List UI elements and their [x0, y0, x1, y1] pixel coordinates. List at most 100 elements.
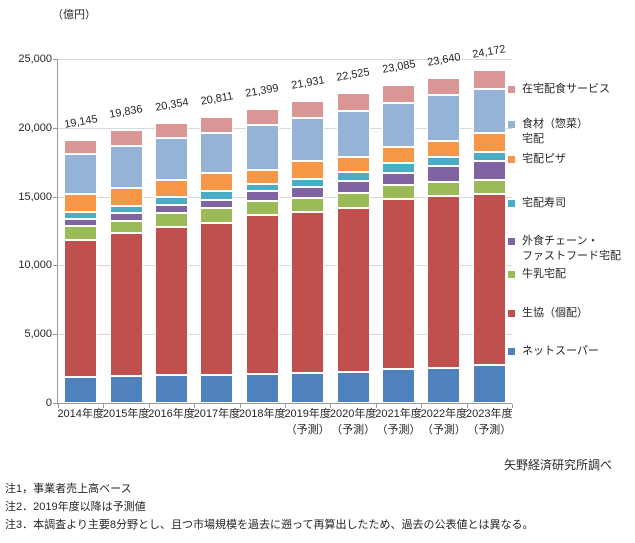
- bar-segment-s8-2023年度: [472, 70, 506, 90]
- x-axis-category-label: 2020年度: [329, 408, 377, 420]
- bar-segment-s7-2018年度: [245, 124, 279, 170]
- bar-segment-s6-2021年度: [382, 147, 415, 163]
- bar-segment-s3-2019年度: [291, 198, 325, 213]
- bar-segment-s7-2021年度: [382, 102, 415, 148]
- bar-segment-s3-2022年度: [427, 181, 461, 197]
- bar-segment-s3-2021年度: [382, 185, 415, 200]
- x-axis-forecast-label: （予測）: [421, 424, 466, 436]
- legend-swatch: [508, 348, 515, 355]
- bar-segment-s6-2014年度: [64, 194, 98, 212]
- legend-item-2: 食材（惣菜） 宅配: [505, 117, 588, 147]
- legend-swatch: [508, 310, 515, 317]
- legend-item-6: 牛乳宅配: [505, 267, 566, 282]
- bar-segment-s5-2014年度: [64, 211, 98, 220]
- y-axis-label: 0: [45, 397, 52, 409]
- x-axis-tick: [239, 404, 241, 408]
- legend-label: ファストフード宅配: [522, 250, 621, 262]
- bar-segment-s1-2023年度: [472, 365, 506, 403]
- x-axis-category-label: 2022年度: [420, 408, 468, 420]
- y-axis-unit-label: （億円）: [52, 9, 96, 21]
- bar-segment-s3-2023年度: [472, 180, 506, 194]
- legend-label: 牛乳宅配: [522, 268, 566, 280]
- bar-segment-s4-2017年度: [200, 199, 234, 209]
- x-axis-tick: [330, 404, 332, 408]
- bar-segment-s1-2015年度: [109, 376, 143, 403]
- bar-segment-s8-2020年度: [336, 93, 370, 111]
- x-axis-category-label: 2017年度: [193, 408, 241, 420]
- y-axis-tick: [53, 334, 57, 336]
- bar-segment-s7-2019年度: [291, 118, 325, 161]
- bar-segment-s3-2016年度: [155, 212, 188, 227]
- bar-segment-s1-2020年度: [336, 371, 370, 403]
- x-axis-tick: [148, 404, 150, 408]
- y-axis-tick: [53, 403, 57, 404]
- bar-segment-s8-2014年度: [64, 139, 98, 155]
- legend-item-3: 宅配ピザ: [505, 152, 566, 167]
- bar-segment-s7-2017年度: [200, 132, 234, 174]
- bar-segment-s6-2020年度: [336, 156, 370, 173]
- y-axis-line: [57, 59, 58, 403]
- bar-segment-s2-2015年度: [109, 233, 143, 377]
- bar-segment-s2-2021年度: [382, 199, 415, 370]
- bar-segment-s7-2022年度: [427, 94, 461, 141]
- bar-segment-s1-2016年度: [155, 375, 188, 403]
- bar-segment-s7-2023年度: [472, 89, 506, 133]
- bar-segment-s3-2020年度: [336, 193, 370, 208]
- legend-label: 食材（惣菜）: [522, 118, 588, 130]
- x-axis-tick: [375, 404, 377, 408]
- x-axis-forecast-label: （予測）: [285, 424, 330, 436]
- bar-segment-s4-2014年度: [64, 219, 98, 226]
- bar-segment-s5-2019年度: [291, 178, 325, 187]
- bar-segment-s4-2022年度: [427, 166, 461, 182]
- bar-segment-s5-2018年度: [245, 184, 279, 192]
- x-axis-category-label: 2019年度: [284, 408, 331, 420]
- bar-segment-s2-2019年度: [291, 212, 325, 373]
- y-axis-tick: [53, 127, 57, 129]
- bar-segment-s4-2019年度: [291, 186, 325, 199]
- x-axis-line: [57, 403, 512, 404]
- y-axis-label: 15,000: [18, 190, 52, 203]
- bar-segment-s7-2016年度: [155, 138, 188, 180]
- bar-segment-s2-2022年度: [427, 196, 461, 368]
- bar-segment-s4-2016年度: [155, 204, 188, 213]
- source-credit: 矢野経済研究所調べ: [503, 458, 612, 472]
- gridline-20000: [58, 127, 512, 129]
- bar-segment-s5-2021年度: [382, 162, 415, 173]
- x-axis-category-label: 2015年度: [102, 408, 150, 420]
- bar-segment-s6-2015年度: [109, 187, 143, 206]
- legend-label: 宅配ピザ: [522, 153, 566, 165]
- legend-item-4: 宅配寿司: [505, 196, 566, 211]
- bar-segment-s6-2019年度: [291, 160, 325, 179]
- bar-segment-s6-2018年度: [245, 169, 279, 185]
- note-3: 注3．本調査より主要8分野とし、且つ市場規模を過去に遡って再算出したため、過去の…: [5, 519, 534, 531]
- bar-segment-s4-2023年度: [472, 160, 506, 180]
- bar-segment-s3-2017年度: [200, 208, 234, 223]
- bar-segment-s2-2016年度: [155, 226, 188, 376]
- x-axis-tick: [466, 404, 468, 408]
- bar-segment-s4-2015年度: [109, 213, 143, 221]
- y-axis-label: 5,000: [24, 328, 52, 341]
- x-axis-tick: [58, 404, 59, 408]
- x-axis-tick: [285, 404, 286, 408]
- x-axis-tick: [103, 404, 105, 408]
- legend-label: 外食チェーン・: [522, 235, 599, 247]
- bar-segment-s8-2021年度: [382, 85, 415, 103]
- bar-segment-s5-2020年度: [336, 172, 370, 181]
- y-axis-tick: [53, 265, 57, 267]
- bar-segment-s8-2022年度: [427, 77, 461, 95]
- legend-item-1: 在宅配食サービス: [505, 82, 610, 97]
- bar-segment-s5-2023年度: [472, 151, 506, 161]
- bar-segment-s6-2023年度: [472, 132, 506, 152]
- y-axis-label: 20,000: [18, 121, 52, 134]
- bar-segment-s8-2016年度: [155, 122, 188, 139]
- x-axis-tick: [512, 404, 513, 408]
- legend-label: ネットスーパー: [522, 345, 599, 357]
- bar-segment-s1-2018年度: [245, 373, 279, 403]
- legend-swatch: [508, 156, 515, 163]
- y-axis-tick: [53, 59, 57, 60]
- bar-segment-s1-2014年度: [64, 376, 98, 403]
- legend-label: 在宅配食サービス: [522, 83, 610, 95]
- note-2: 注2．2019年度以降は予測値: [5, 501, 146, 513]
- bar-segment-s2-2018年度: [245, 214, 279, 374]
- bar-segment-s6-2022年度: [427, 140, 461, 158]
